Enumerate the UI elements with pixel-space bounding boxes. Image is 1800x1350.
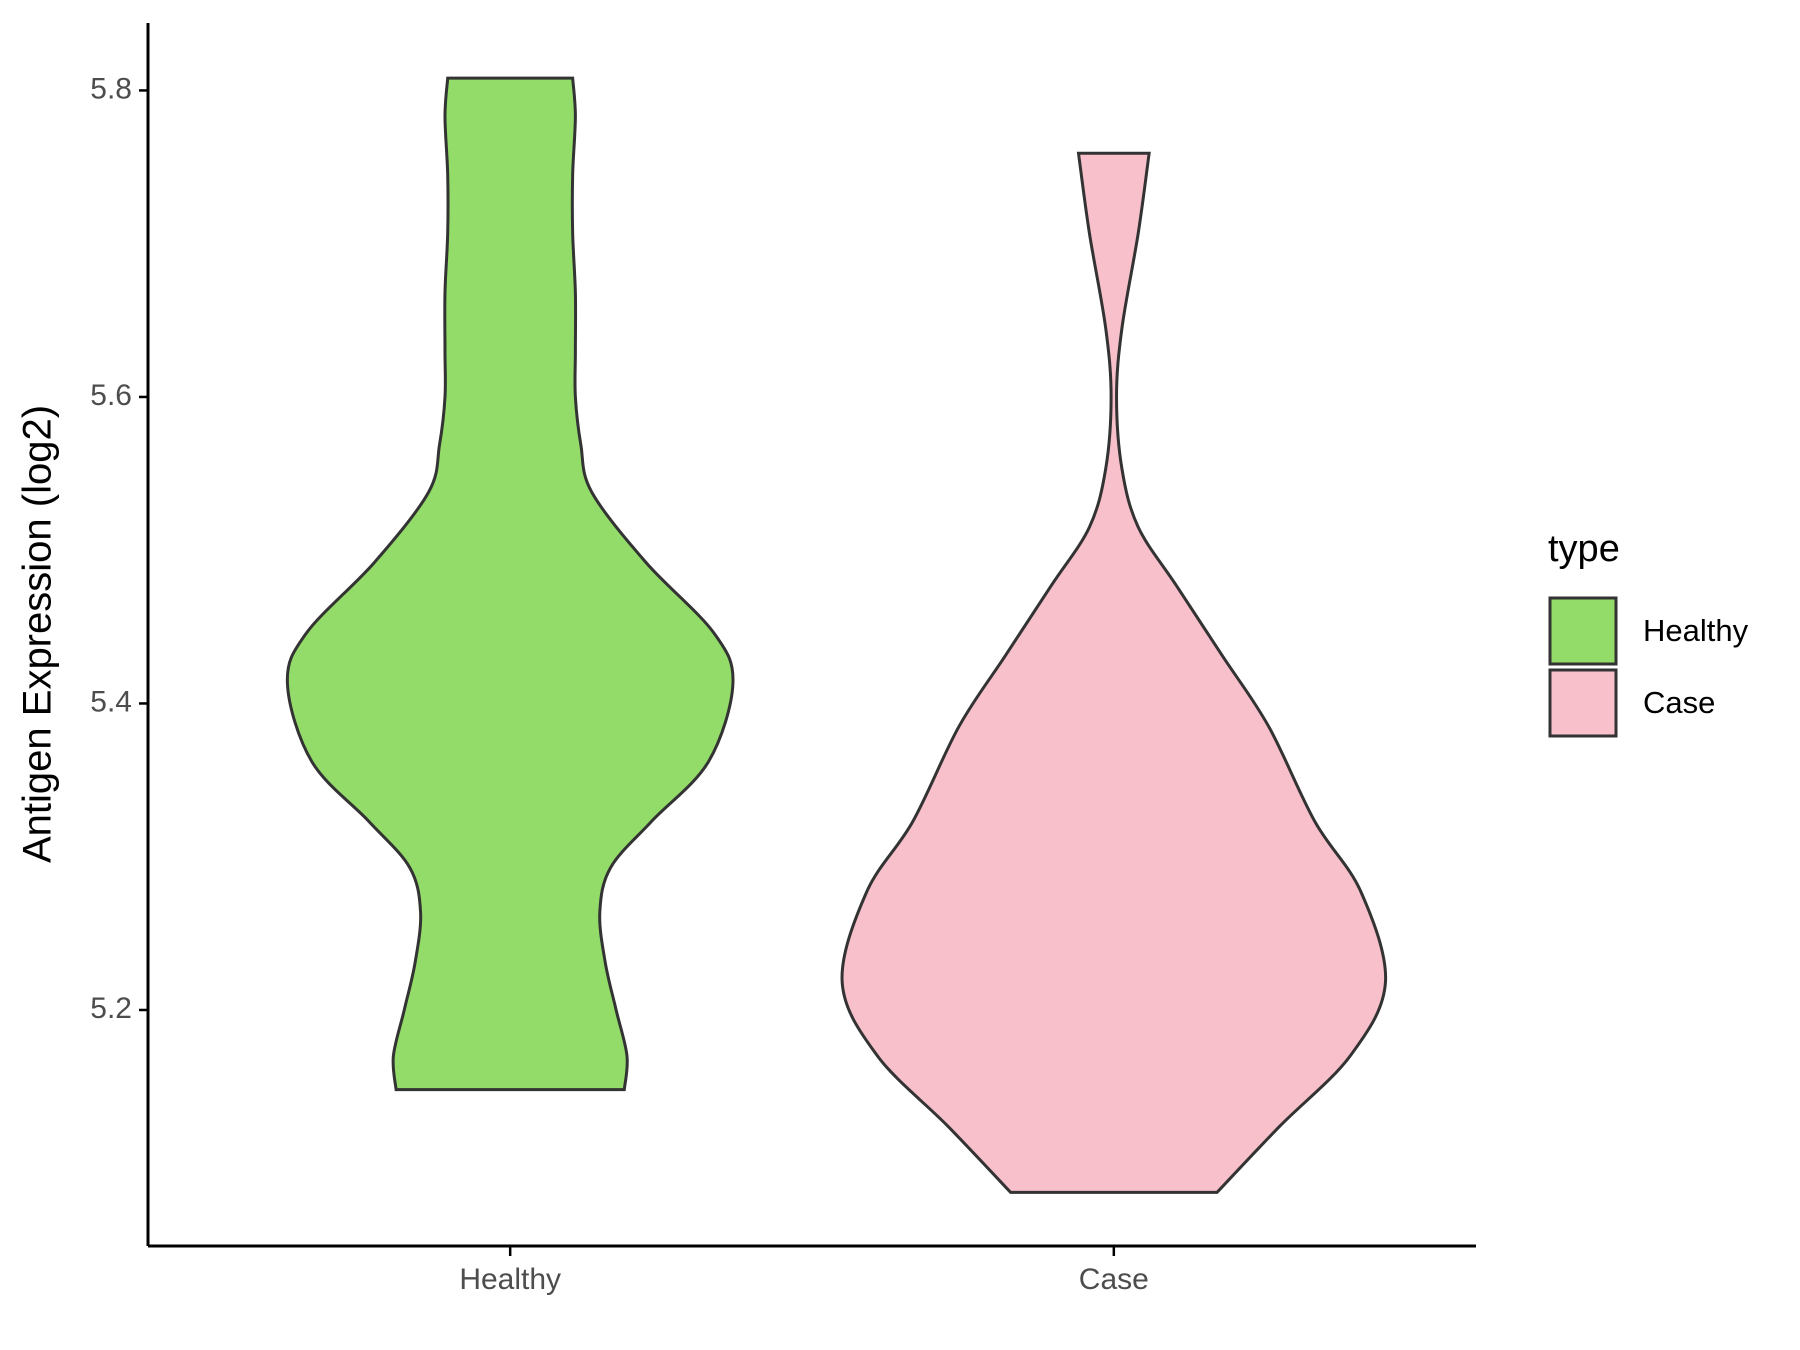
violin [285, 76, 735, 1092]
y-tick-label: 5.4 [90, 685, 132, 718]
x-tick-label: Healthy [459, 1263, 561, 1296]
legend-title: type [1548, 528, 1620, 570]
y-tick-label: 5.6 [90, 379, 132, 412]
legend-label: Case [1643, 685, 1715, 720]
y-tick-label: 5.2 [90, 992, 132, 1025]
legend-key [1548, 596, 1618, 666]
y-tick-label: 5.8 [90, 72, 132, 105]
legend-key [1548, 668, 1618, 738]
y-axis-title: Antigen Expression (log2) [16, 405, 60, 863]
violin [840, 151, 1388, 1194]
x-tick-label: Case [1079, 1263, 1149, 1296]
legend-label: Healthy [1643, 613, 1749, 648]
